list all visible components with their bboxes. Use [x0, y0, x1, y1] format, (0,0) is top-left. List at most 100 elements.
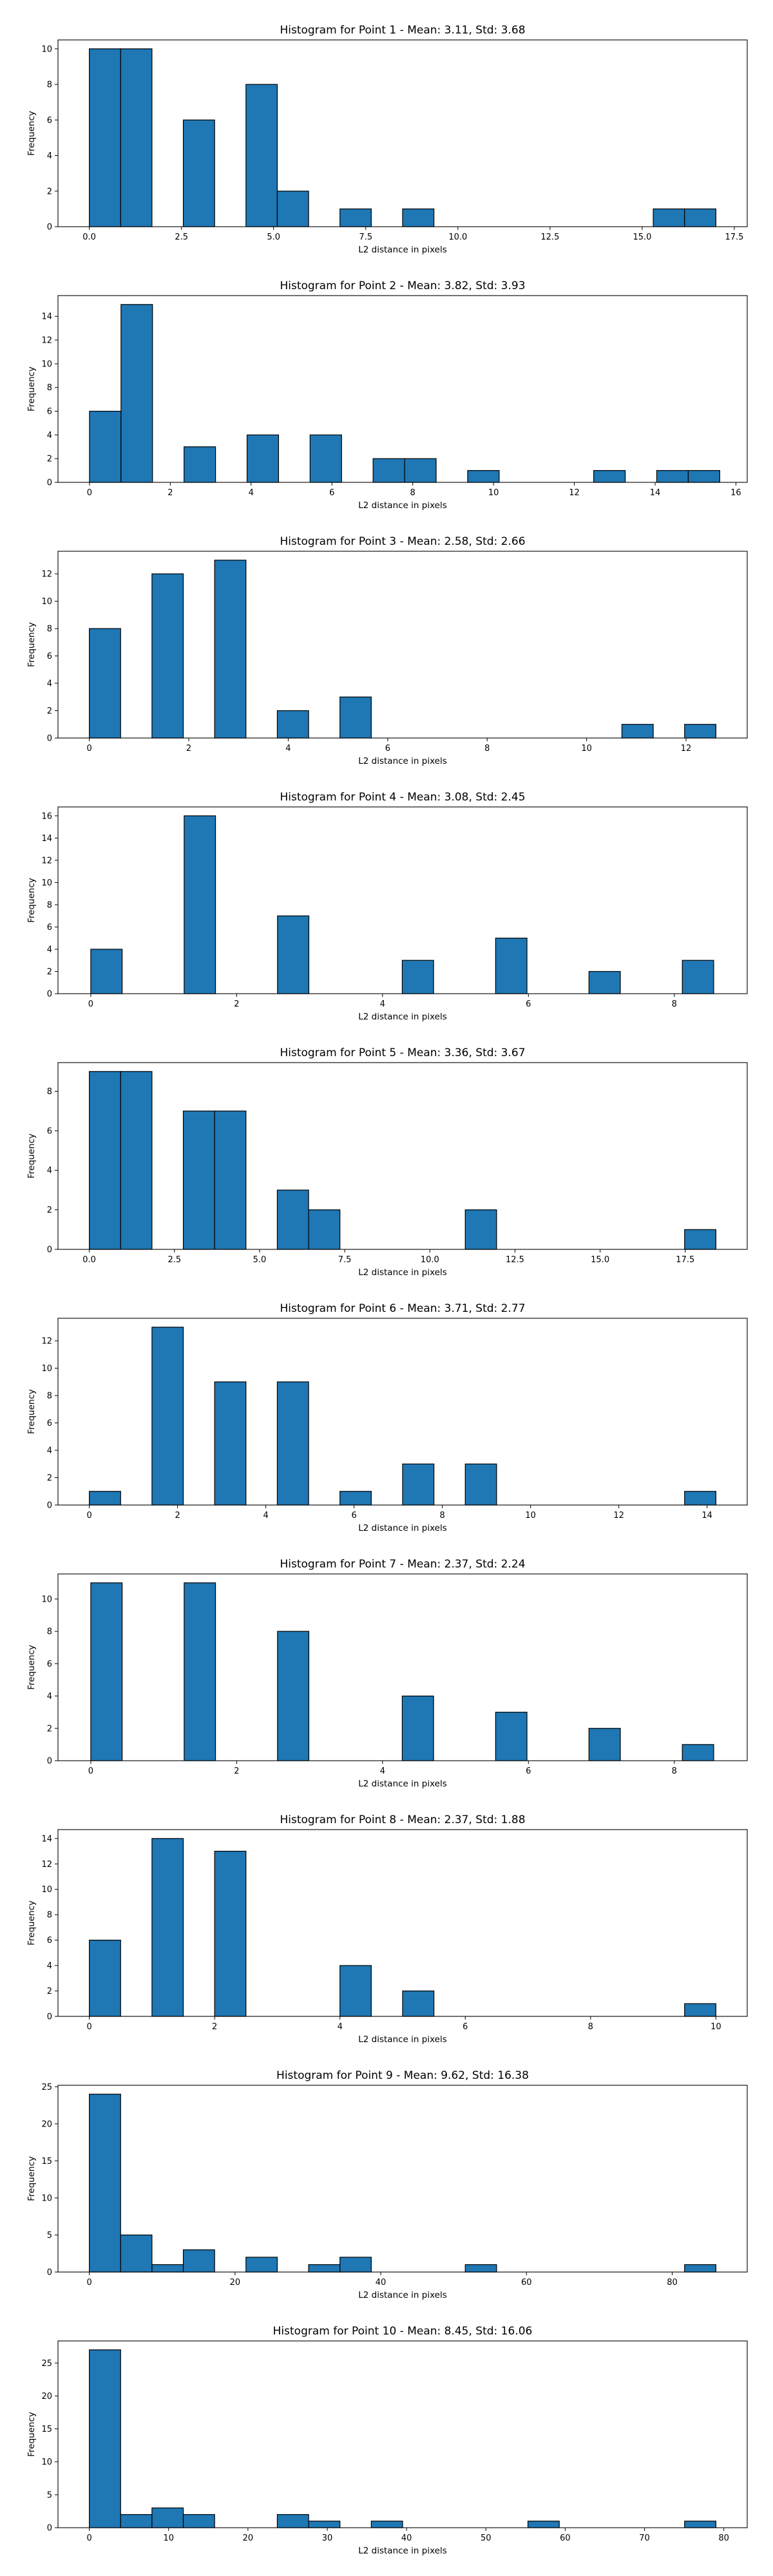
x-axis-label: L2 distance in pixels [358, 1523, 446, 1533]
histogram-bar [89, 2349, 121, 2528]
y-tick-label: 6 [47, 407, 52, 417]
histogram-bar [684, 1229, 716, 1250]
y-tick-label: 0 [47, 734, 52, 744]
y-tick-label: 2 [47, 1724, 52, 1734]
histogram-bar [276, 191, 309, 227]
histogram-bar [464, 1209, 497, 1250]
x-tick-label: 2 [212, 2022, 217, 2032]
histogram-bar [182, 2514, 215, 2528]
x-tick-label: 12 [681, 744, 692, 753]
histogram-bar [89, 1940, 121, 2017]
histogram-bar [120, 1071, 153, 1250]
x-tick-label: 8 [588, 2022, 593, 2032]
histogram-bar [621, 724, 654, 739]
y-tick-label: 5 [47, 2231, 52, 2240]
chart-title: Histogram for Point 4 - Mean: 3.08, Std:… [280, 791, 525, 804]
x-tick-label: 80 [718, 2533, 729, 2543]
histogram-bar [339, 1491, 372, 1506]
x-tick-label: 8 [672, 999, 677, 1009]
y-tick-label: 0 [47, 990, 52, 999]
x-tick-label: 2 [186, 744, 191, 753]
y-tick-label: 8 [47, 1627, 52, 1637]
axes-frame [57, 1062, 748, 1250]
y-tick-label: 5 [47, 2490, 52, 2500]
x-tick-label: 7.5 [359, 232, 372, 242]
y-tick-label: 6 [47, 652, 52, 661]
x-tick-label: 60 [560, 2533, 571, 2543]
y-tick-label: 12 [41, 856, 52, 866]
y-tick-label: 0 [47, 2524, 52, 2533]
chart-title: Histogram for Point 10 - Mean: 8.45, Std… [273, 2325, 533, 2338]
histogram-bar [151, 2507, 184, 2528]
x-tick-label: 10 [488, 488, 499, 498]
histogram-bar [89, 1071, 121, 1250]
y-tick-label: 4 [47, 945, 52, 954]
x-axis-label: L2 distance in pixels [358, 1779, 446, 1789]
histogram-bar [401, 960, 434, 994]
histogram-bar [527, 2521, 560, 2528]
y-tick-label: 0 [47, 478, 52, 488]
histogram-panel-3: 0 2 4 6 8 10 12 0 2 4 6 8 10 12 Histogram for Point 3 … [26, 535, 748, 766]
y-tick-label: 8 [47, 383, 52, 393]
histogram-bar [90, 1582, 123, 1761]
x-tick-label: 15.0 [633, 232, 651, 242]
x-axis-label: L2 distance in pixels [358, 500, 446, 511]
histogram-bar [684, 2003, 716, 2017]
histogram-bar [90, 949, 123, 994]
x-tick-label: 10.0 [448, 232, 467, 242]
x-axis-label: L2 distance in pixels [358, 2290, 446, 2300]
y-axis-label: Frequency [26, 2412, 37, 2457]
chart-title: Histogram for Point 3 - Mean: 2.58, Std:… [280, 535, 525, 548]
y-axis-label: Frequency [26, 366, 37, 412]
y-tick-label: 0 [47, 2268, 52, 2278]
y-tick-label: 4 [47, 1692, 52, 1701]
histogram-bar [276, 1189, 309, 1250]
y-tick-label: 10 [41, 1364, 52, 1374]
y-axis-label: Frequency [26, 622, 37, 667]
y-tick-label: 14 [41, 1834, 52, 1844]
histogram-panel-9: 0 20 40 60 80 0 5 10 15 20 25 Histogram for Point 9… [26, 2069, 748, 2300]
y-tick-label: 2 [47, 1987, 52, 1996]
x-tick-label: 2 [234, 1766, 239, 1776]
histogram-bar [687, 469, 720, 483]
y-tick-label: 4 [47, 431, 52, 440]
y-tick-label: 15 [41, 2425, 52, 2434]
x-tick-label: 4 [338, 2022, 343, 2032]
x-tick-label: 17.5 [725, 232, 743, 242]
y-tick-label: 8 [47, 1911, 52, 1920]
histogram-bar [214, 1850, 247, 2017]
y-tick-label: 12 [41, 336, 52, 346]
histogram-bar [184, 446, 216, 483]
x-tick-label: 0 [86, 2533, 91, 2543]
y-tick-label: 25 [41, 2359, 52, 2369]
histogram-bar [495, 938, 528, 994]
chart-title: Histogram for Point 6 - Mean: 3.71, Std:… [280, 1302, 525, 1315]
y-tick-label: 6 [47, 1126, 52, 1136]
histogram-bar [151, 1838, 184, 2017]
x-tick-label: 0 [86, 744, 91, 753]
histogram-bar [89, 410, 122, 483]
y-tick-label: 10 [41, 44, 52, 54]
x-tick-label: 6 [329, 488, 334, 498]
y-axis-label: Frequency [26, 1133, 37, 1179]
x-tick-label: 0 [86, 2022, 91, 2032]
histogram-bar [151, 1327, 184, 1506]
x-tick-label: 6 [385, 744, 390, 753]
x-tick-label: 0 [88, 1766, 93, 1776]
histogram-panel-5: 0.0 2.5 5.0 7.5 10.0 12.5 15.0 17.5 0 2 4 6 8 Histogr… [26, 1046, 748, 1278]
x-tick-label: 4 [380, 1766, 385, 1776]
histogram-bar [372, 458, 405, 483]
y-tick-label: 4 [47, 151, 52, 161]
x-tick-label: 4 [380, 999, 385, 1009]
x-axis-label: L2 distance in pixels [358, 2034, 446, 2045]
x-tick-label: 2.5 [167, 1255, 181, 1265]
histogram-bar [402, 1463, 435, 1506]
histogram-bar [464, 2264, 497, 2273]
y-axis-label: Frequency [26, 1389, 37, 1434]
y-tick-label: 2 [47, 967, 52, 977]
x-tick-label: 0.0 [82, 232, 96, 242]
y-tick-label: 2 [47, 1473, 52, 1483]
x-tick-label: 0.0 [82, 1255, 96, 1265]
histogram-bar [182, 119, 215, 227]
y-tick-label: 8 [47, 1087, 52, 1097]
